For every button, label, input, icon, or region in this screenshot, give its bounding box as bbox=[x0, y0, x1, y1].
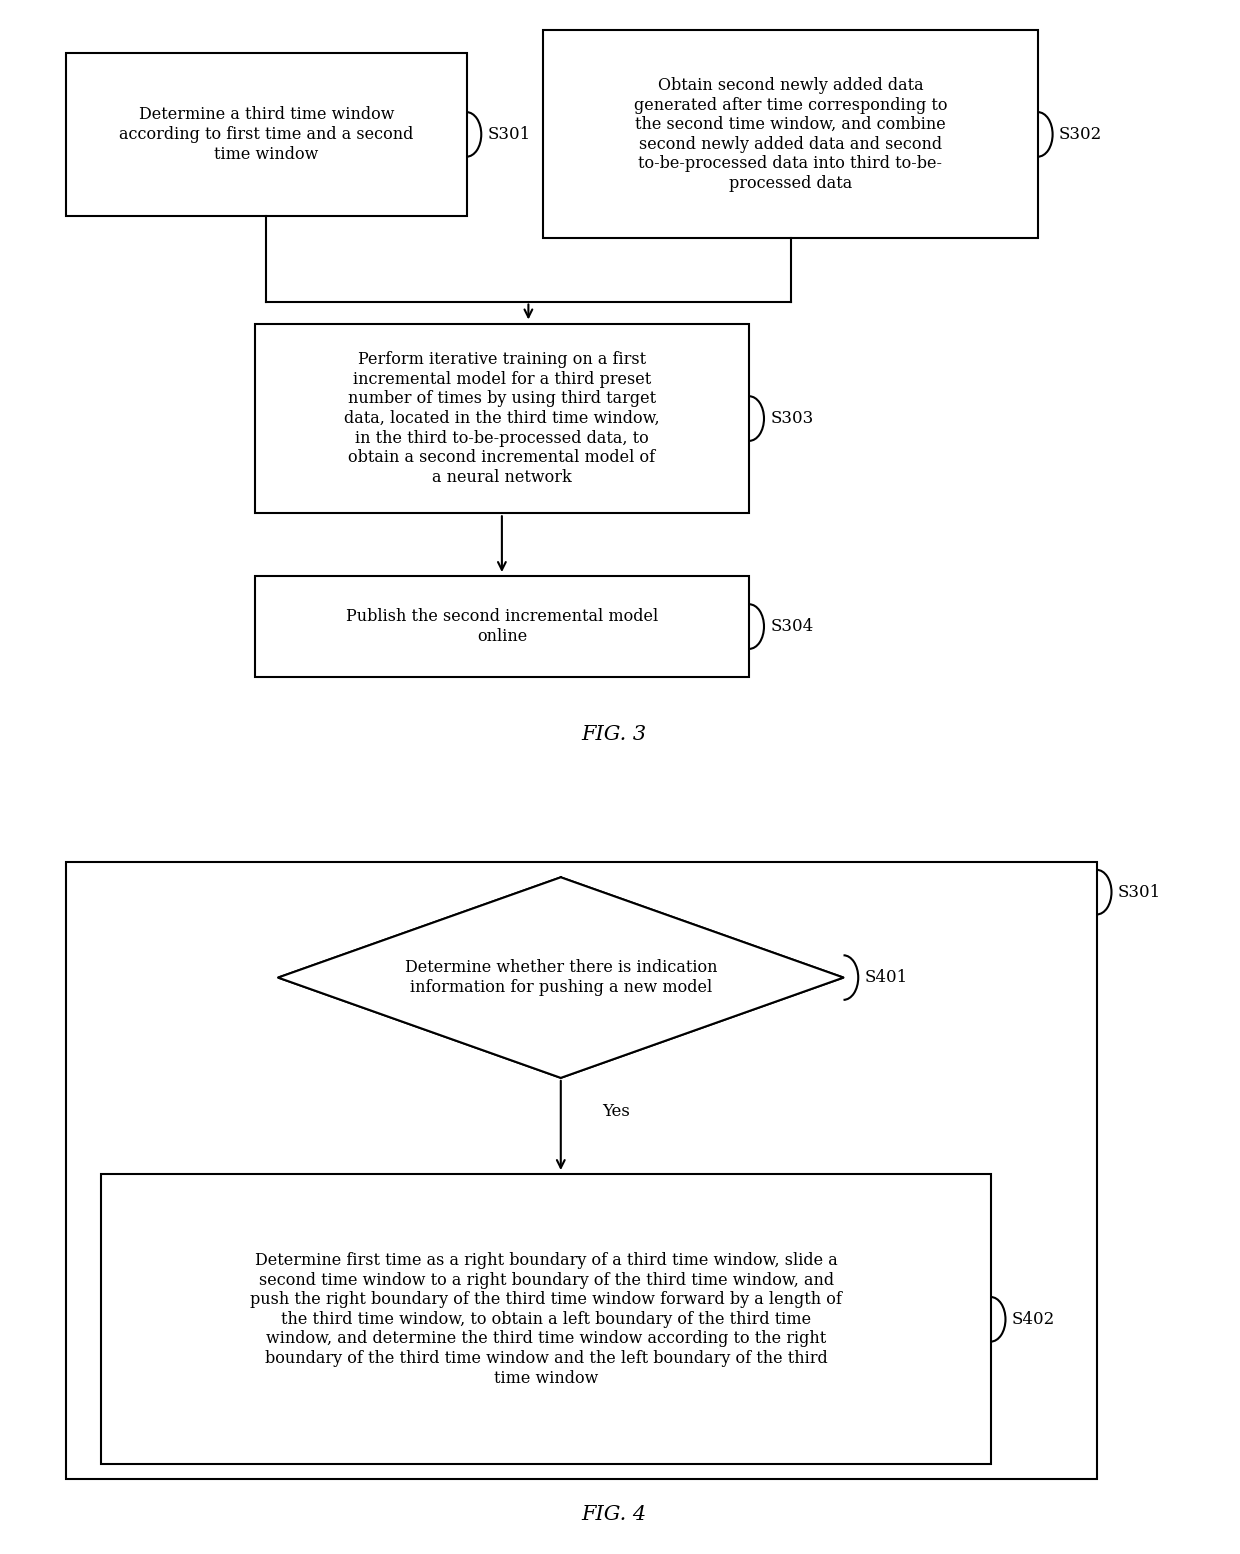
Text: S301: S301 bbox=[487, 126, 531, 143]
FancyBboxPatch shape bbox=[66, 862, 1096, 1479]
Text: Perform iterative training on a first
incremental model for a third preset
numbe: Perform iterative training on a first in… bbox=[343, 351, 660, 486]
Text: FIG. 4: FIG. 4 bbox=[582, 1504, 646, 1523]
FancyBboxPatch shape bbox=[66, 53, 466, 216]
Text: S304: S304 bbox=[770, 618, 813, 636]
Polygon shape bbox=[278, 878, 843, 1078]
Text: Determine whether there is indication
information for pushing a new model: Determine whether there is indication in… bbox=[404, 959, 717, 996]
Text: S301: S301 bbox=[1118, 884, 1161, 901]
Text: Determine a third time window
according to first time and a second
time window: Determine a third time window according … bbox=[119, 106, 413, 163]
Text: FIG. 3: FIG. 3 bbox=[582, 724, 646, 743]
FancyBboxPatch shape bbox=[543, 31, 1038, 238]
Text: S303: S303 bbox=[770, 410, 813, 427]
FancyBboxPatch shape bbox=[254, 323, 749, 513]
Text: S402: S402 bbox=[1012, 1312, 1055, 1327]
FancyBboxPatch shape bbox=[254, 577, 749, 676]
Text: Yes: Yes bbox=[603, 1103, 630, 1120]
Text: S401: S401 bbox=[864, 970, 908, 987]
Text: Obtain second newly added data
generated after time corresponding to
the second : Obtain second newly added data generated… bbox=[634, 76, 947, 191]
Text: Determine first time as a right boundary of a third time window, slide a
second : Determine first time as a right boundary… bbox=[250, 1253, 842, 1386]
Text: Publish the second incremental model
online: Publish the second incremental model onl… bbox=[346, 608, 658, 645]
FancyBboxPatch shape bbox=[102, 1175, 991, 1464]
Text: S302: S302 bbox=[1059, 126, 1102, 143]
